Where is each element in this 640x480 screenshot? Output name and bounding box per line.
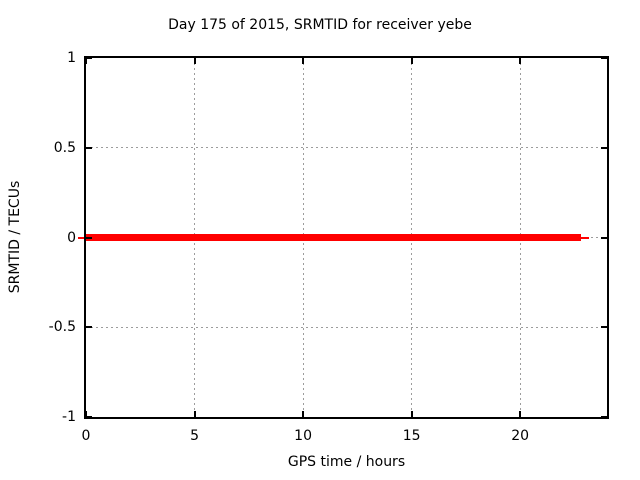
x-tick-mark-top — [302, 58, 305, 64]
grid-line-horizontal — [86, 147, 607, 149]
x-tick-mark-bottom — [410, 411, 413, 417]
y-tick-mark-right — [601, 416, 607, 418]
y-tick-mark-right — [601, 146, 607, 149]
y-tick-label: 1 — [67, 50, 76, 66]
series-line-right-cap — [580, 236, 589, 239]
chart-title: Day 175 of 2015, SRMTID for receiver yeb… — [168, 17, 472, 33]
x-tick-mark-bottom — [193, 411, 196, 417]
y-tick-mark-left — [86, 416, 92, 418]
series-line — [86, 234, 581, 241]
y-tick-mark-left — [86, 146, 92, 149]
x-tick-mark-bottom — [302, 411, 305, 417]
x-tick-label: 20 — [511, 428, 530, 444]
x-tick-mark-bottom — [85, 411, 87, 417]
plot-area — [78, 56, 609, 419]
y-tick-mark-right — [601, 236, 607, 239]
x-tick-mark-top — [193, 58, 196, 64]
y-tick-mark-right — [601, 57, 607, 59]
x-tick-label: 5 — [190, 428, 199, 444]
y-tick-mark-left — [86, 57, 92, 59]
y-tick-label: -1 — [62, 409, 76, 425]
x-tick-mark-top — [519, 58, 522, 64]
y-tick-label: 0.5 — [53, 139, 76, 156]
y-tick-label: 0 — [67, 229, 76, 246]
grid-line-horizontal — [86, 326, 607, 328]
y-tick-mark-right — [601, 326, 607, 329]
y-tick-mark-left — [86, 236, 92, 239]
x-tick-mark-top — [410, 58, 413, 64]
x-tick-label: 15 — [402, 428, 421, 444]
y-tick-label: -0.5 — [48, 319, 76, 336]
x-axis-label: GPS time / hours — [287, 454, 406, 470]
x-tick-label: 0 — [81, 428, 91, 444]
x-tick-mark-bottom — [519, 411, 522, 417]
x-tick-mark-top — [85, 58, 87, 64]
x-tick-label: 10 — [294, 428, 312, 444]
series-line-left-cap — [78, 236, 84, 239]
y-tick-mark-left — [86, 326, 92, 329]
